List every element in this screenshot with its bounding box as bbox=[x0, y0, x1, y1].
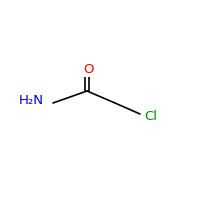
Text: Cl: Cl bbox=[144, 110, 157, 122]
Text: O: O bbox=[83, 63, 93, 76]
Text: H₂N: H₂N bbox=[19, 94, 44, 106]
